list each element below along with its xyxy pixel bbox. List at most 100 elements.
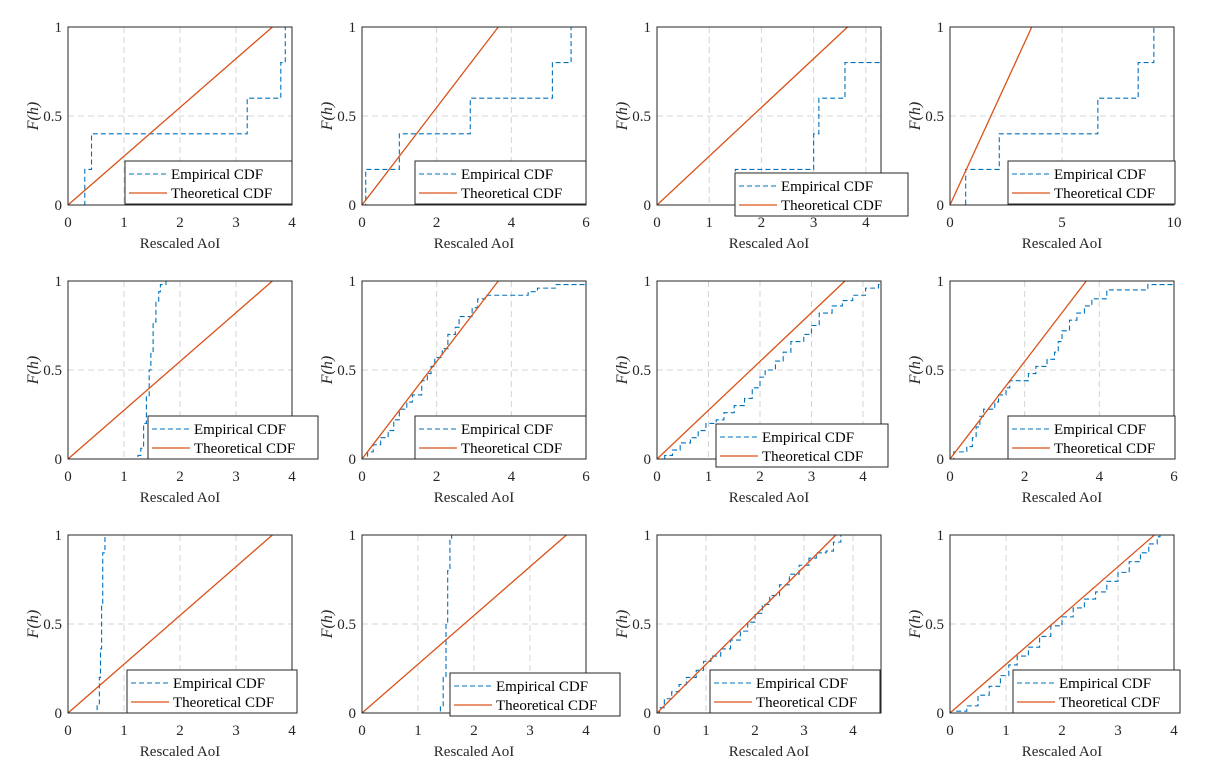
x-tick-label: 4 (849, 723, 857, 739)
y-axis-label: F(h) (907, 356, 924, 385)
x-tick-label: 2 (176, 215, 184, 231)
x-axis-label: Rescaled AoI (434, 744, 514, 760)
legend-box (126, 669, 298, 714)
empirical-cdf-line (950, 534, 1174, 714)
empirical-cdf-line (362, 534, 586, 714)
x-tick-label: 4 (288, 469, 296, 485)
x-axis-label: Rescaled AoI (1022, 490, 1102, 506)
x-tick-label: 6 (582, 469, 590, 485)
y-axis-label: F(h) (907, 610, 924, 639)
empirical-cdf-line (68, 534, 292, 714)
y-tick-label: 0.5 (43, 363, 62, 379)
legend-empirical-label: Empirical CDF (1059, 676, 1151, 692)
x-axis-label: Rescaled AoI (140, 744, 220, 760)
theoretical-cdf-line (657, 534, 837, 714)
legend-empirical-label: Empirical CDF (461, 167, 553, 183)
subplot-2: 0 2 4 6 0 0.5 1 Rescaled AoI F(h) Empirical CDF Th… (319, 20, 590, 252)
y-axis-label: F(h) (319, 102, 336, 131)
x-tick-label: 1 (705, 215, 713, 231)
empirical-cdf-line (362, 26, 586, 206)
x-tick-label: 1 (702, 723, 710, 739)
empirical-cdf-line (657, 27, 881, 206)
x-tick-label: 1 (705, 469, 713, 485)
y-tick-label: 1 (349, 528, 357, 544)
x-tick-label: 3 (800, 723, 808, 739)
y-axis-label: F(h) (907, 102, 924, 131)
x-axis-label: Rescaled AoI (434, 490, 514, 506)
legend-box (715, 423, 889, 468)
subplot-9: 0 1 2 3 4 0 0.5 1 Rescaled AoI F(h) Empirical CDF T… (25, 528, 298, 760)
theoretical-cdf-line (362, 280, 499, 460)
theoretical-cdf-line (68, 280, 273, 460)
subplot-1: 0 1 2 3 4 0 0.5 1 Rescaled AoI F(h) Empirical CDF T… (25, 20, 296, 252)
legend-theoretical-label: Theoretical CDF (496, 698, 597, 714)
x-tick-label: 2 (176, 469, 184, 485)
y-tick-label: 0.5 (925, 109, 944, 125)
y-tick-label: 1 (937, 528, 945, 544)
x-tick-label: 3 (810, 215, 818, 231)
legend: Empirical CDF Theoretical CDF (414, 160, 587, 205)
x-axis-label: Rescaled AoI (729, 236, 809, 252)
subplot-12: 0 1 2 3 4 0 0.5 1 Rescaled AoI F(h) Empirical CDF T… (907, 528, 1181, 760)
legend-empirical-label: Empirical CDF (496, 679, 588, 695)
y-tick-label: 0.5 (925, 363, 944, 379)
subplot-10: 0 1 2 3 4 0 0.5 1 Rescaled AoI F(h) Empirical CDF T… (319, 528, 621, 760)
y-tick-label: 1 (937, 274, 945, 290)
legend-empirical-label: Empirical CDF (1054, 422, 1146, 438)
theoretical-cdf-line (657, 280, 846, 460)
x-tick-label: 6 (1170, 469, 1178, 485)
x-tick-label: 10 (1167, 215, 1182, 231)
legend: Empirical CDF Theoretical CDF (1007, 415, 1176, 460)
legend-empirical-label: Empirical CDF (1054, 167, 1146, 183)
legend: Empirical CDF Theoretical CDF (449, 672, 621, 717)
y-axis-label: F(h) (25, 102, 42, 131)
y-tick-label: 1 (349, 20, 357, 36)
legend-theoretical-label: Theoretical CDF (1054, 186, 1155, 202)
x-axis-label: Rescaled AoI (1022, 236, 1102, 252)
y-tick-label: 0.5 (337, 363, 356, 379)
legend: Empirical CDF Theoretical CDF (414, 415, 587, 460)
x-tick-label: 0 (64, 723, 72, 739)
x-tick-label: 4 (508, 215, 516, 231)
x-tick-label: 3 (232, 215, 240, 231)
empirical-cdf-line (950, 26, 1174, 206)
theoretical-cdf-line (362, 534, 567, 714)
y-tick-label: 1 (55, 274, 63, 290)
x-tick-label: 0 (358, 469, 366, 485)
x-tick-label: 2 (758, 215, 766, 231)
x-tick-label: 0 (946, 469, 954, 485)
y-axis-label: F(h) (614, 610, 631, 639)
legend-box (1007, 415, 1176, 460)
y-tick-label: 1 (644, 274, 652, 290)
legend-box (147, 415, 319, 460)
empirical-cdf-line (657, 534, 881, 714)
x-tick-label: 0 (946, 723, 954, 739)
theoretical-cdf-line (950, 280, 1087, 460)
y-tick-label: 0 (55, 198, 63, 214)
x-axis-label: Rescaled AoI (140, 490, 220, 506)
y-tick-label: 0 (644, 452, 652, 468)
y-tick-label: 0 (644, 198, 652, 214)
y-tick-label: 1 (55, 20, 63, 36)
x-tick-label: 0 (64, 469, 72, 485)
subplot-5: 0 1 2 3 4 0 0.5 1 Rescaled AoI F(h) Empirical CDF T… (25, 274, 319, 506)
y-tick-label: 1 (349, 274, 357, 290)
legend-empirical-label: Empirical CDF (756, 676, 848, 692)
legend-box (414, 160, 587, 205)
legend-theoretical-label: Theoretical CDF (461, 441, 562, 457)
x-tick-label: 2 (433, 469, 441, 485)
x-tick-label: 2 (176, 723, 184, 739)
legend-theoretical-label: Theoretical CDF (781, 198, 882, 214)
x-axis-label: Rescaled AoI (729, 490, 809, 506)
theoretical-cdf-line (68, 534, 273, 714)
x-tick-label: 4 (508, 469, 516, 485)
legend-box (1007, 160, 1176, 205)
legend-empirical-label: Empirical CDF (762, 430, 854, 446)
subplot-3: 0 1 2 3 4 0 0.5 1 Rescaled AoI F(h) Empirical CDF T… (614, 20, 909, 252)
legend-empirical-label: Empirical CDF (461, 422, 553, 438)
x-tick-label: 0 (653, 723, 661, 739)
legend: Empirical CDF Theoretical CDF (147, 415, 319, 460)
legend-empirical-label: Empirical CDF (171, 167, 263, 183)
x-tick-label: 1 (414, 723, 422, 739)
